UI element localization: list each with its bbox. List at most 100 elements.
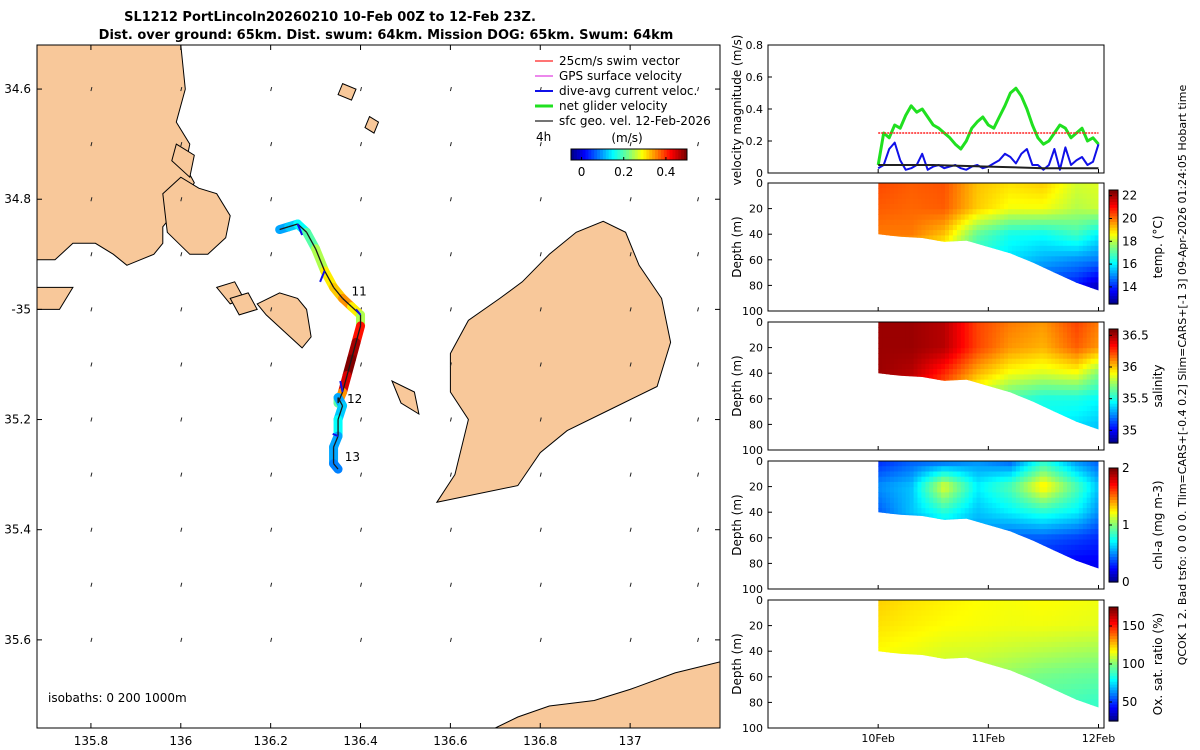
section-cell [964, 560, 970, 567]
section-cell [1011, 641, 1017, 648]
section-cell [890, 188, 895, 194]
section-cell [921, 251, 926, 257]
section-cell [956, 230, 962, 236]
section-cell [1086, 272, 1092, 278]
section-cell [929, 487, 934, 493]
section-cell [890, 261, 895, 268]
section-cell [1063, 230, 1068, 236]
section-cell [893, 395, 899, 402]
section-cell [882, 571, 887, 577]
section-cell [941, 513, 946, 520]
section-cell [913, 699, 919, 706]
section-cell [945, 235, 950, 242]
section-cell [956, 662, 962, 669]
section-cell [1071, 513, 1076, 520]
section-cell [1090, 277, 1096, 284]
section-cell [1059, 560, 1064, 567]
section-cell [1000, 293, 1005, 299]
section-cell [1047, 256, 1052, 263]
section-cell [1051, 560, 1056, 567]
section-cell [1090, 287, 1096, 291]
section-cell [1063, 426, 1068, 430]
section-cell [897, 235, 903, 242]
section-cell [980, 662, 985, 669]
section-cell [968, 461, 974, 467]
section-cell [964, 277, 970, 284]
section-cell [1074, 523, 1080, 530]
section-cell [933, 626, 938, 632]
section-cell [1059, 513, 1064, 520]
section-cell [996, 492, 1001, 499]
section-cell [897, 534, 903, 541]
section-cell [929, 198, 934, 205]
section-cell [913, 209, 919, 215]
section-cell [1074, 395, 1080, 402]
section-cell [968, 641, 974, 648]
section-cell [925, 544, 930, 551]
section-colorbar-cell [1109, 576, 1118, 580]
section-cell [1094, 256, 1099, 263]
section-cell [882, 539, 887, 546]
section-cell [1063, 411, 1068, 417]
section-colorbar-cell [1109, 423, 1118, 427]
section-cell [886, 539, 891, 546]
section-cell [949, 400, 954, 407]
section-cell [1067, 203, 1072, 210]
section-cell [1035, 219, 1040, 226]
section-cell [968, 620, 974, 627]
section-cell [1043, 508, 1048, 514]
section-cell [992, 662, 997, 669]
section-cell [988, 534, 993, 541]
section-cell [1059, 411, 1064, 417]
section-cell [1074, 550, 1080, 556]
section-cell [905, 251, 911, 257]
section-cell [886, 518, 891, 525]
section-cell [1027, 487, 1033, 493]
section-cell [1074, 421, 1080, 428]
section-cell [921, 610, 926, 617]
section-cell [909, 513, 915, 520]
section-cell [921, 188, 926, 194]
section-cell [921, 214, 926, 221]
section-cell [1031, 251, 1037, 257]
section-cell [905, 183, 911, 189]
section-cell [937, 282, 942, 289]
section-cell [1019, 183, 1025, 189]
section-cell [941, 214, 946, 221]
section-cell [980, 261, 985, 268]
section-cell [949, 203, 954, 210]
section-cell [945, 571, 950, 577]
section-cell [964, 550, 970, 556]
section-cell [1011, 188, 1017, 194]
section-cell [1027, 277, 1033, 284]
section-cell [1008, 508, 1013, 514]
section-cell [1090, 421, 1096, 428]
section-colorbar-tick-label: 16 [1122, 257, 1137, 271]
section-cell [968, 193, 974, 200]
section-cell [949, 508, 954, 514]
section-cell [976, 600, 981, 606]
section-cell [1090, 487, 1096, 493]
section-cell [1051, 539, 1056, 546]
section-cell [933, 277, 938, 284]
section-cell [988, 673, 993, 680]
section-ytick-label: 100 [742, 583, 763, 596]
section-cell [960, 261, 966, 268]
section-cell [933, 390, 938, 396]
section-cell [1067, 193, 1072, 200]
section-cell [945, 636, 950, 643]
section-cell [988, 214, 993, 221]
section-cell [921, 287, 926, 291]
section-cell [882, 704, 887, 708]
section-cell [901, 277, 907, 284]
section-cell [964, 245, 970, 252]
section-cell [886, 400, 891, 407]
section-cell [949, 678, 954, 685]
section-cell [1090, 534, 1096, 541]
section-cell [988, 466, 993, 472]
section-cell [945, 337, 950, 344]
section-cell [929, 461, 934, 467]
section-cell [1015, 481, 1021, 488]
section-cell [882, 471, 887, 478]
